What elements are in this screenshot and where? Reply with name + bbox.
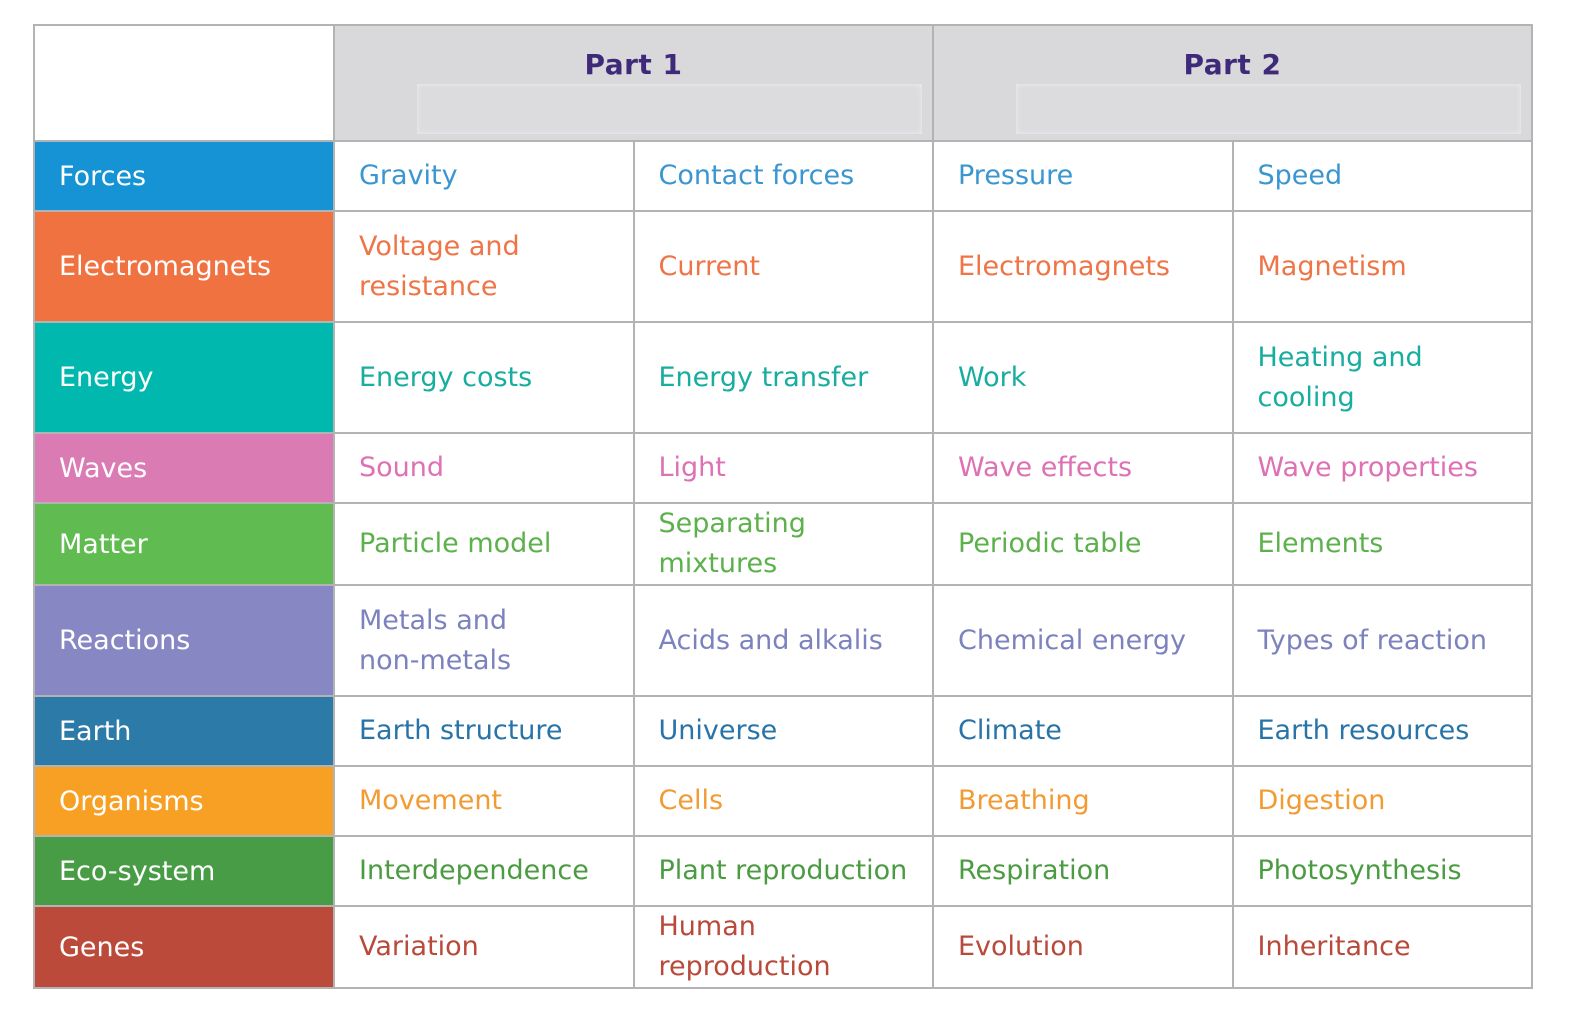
topic-cell: Eco-system [33,835,335,907]
subtopic-cell: Work [932,321,1234,434]
topic-cell: Forces [33,140,335,212]
curriculum-table: Part 1 Part 2 Forces Gravity Contact force… [33,24,1533,989]
curriculum-table-container: Part 1 Part 2 Forces Gravity Contact force… [33,24,1533,989]
subtopic-cell: Digestion [1231,765,1533,837]
subtopic-cell: Cells [632,765,934,837]
subtopic-cell: Metals and non-metals [333,584,635,697]
topic-cell: Waves [33,432,335,504]
subtopic-cell: Current [632,210,934,323]
subtopic-cell: Electromagnets [932,210,1234,323]
subtopic-cell: Particle model [333,502,635,586]
table-row: Waves Sound Light Wave effects Wave properti… [33,432,1533,504]
part2-header: Part 2 [932,24,1533,142]
subtopic-cell: Breathing [932,765,1234,837]
table-row: Earth Earth structure Universe Climate Earth… [33,695,1533,767]
subtopic-cell: Climate [932,695,1234,767]
topic-cell: Electromagnets [33,210,335,323]
topic-cell: Matter [33,502,335,586]
subtopic-cell: Separating mixtures [632,502,934,586]
header-row: Part 1 Part 2 [33,24,1533,142]
topic-cell: Genes [33,905,335,989]
part1-header: Part 1 [333,24,934,142]
topic-cell: Organisms [33,765,335,837]
subtopic-cell: Universe [632,695,934,767]
topic-cell: Reactions [33,584,335,697]
subtopic-cell: Earth resources [1231,695,1533,767]
subtopic-cell: Movement [333,765,635,837]
table-row: Genes Variation Human reproduction Evolutio… [33,905,1533,989]
subtopic-cell: Gravity [333,140,635,212]
subtopic-cell: Contact forces [632,140,934,212]
subtopic-cell: Photosynthesis [1231,835,1533,907]
table-row: Energy Energy costs Energy transfer Work Hea… [33,321,1533,434]
subtopic-cell: Energy transfer [632,321,934,434]
subtopic-cell: Wave properties [1231,432,1533,504]
part1-shade [417,84,922,134]
subtopic-cell: Heating and cooling [1231,321,1533,434]
table-row: Matter Particle model Separating mixtures P… [33,502,1533,586]
subtopic-cell: Human reproduction [632,905,934,989]
subtopic-cell: Periodic table [932,502,1234,586]
part2-shade [1016,84,1521,134]
subtopic-cell: Plant reproduction [632,835,934,907]
subtopic-cell: Types of reaction [1231,584,1533,697]
subtopic-cell: Interdependence [333,835,635,907]
part2-label: Part 2 [1183,48,1282,81]
table-row: Forces Gravity Contact forces Pressure Speed [33,140,1533,212]
table-row: Electromagnets Voltage and resistance Curr… [33,210,1533,323]
subtopic-cell: Energy costs [333,321,635,434]
topic-cell: Energy [33,321,335,434]
subtopic-cell: Speed [1231,140,1533,212]
subtopic-cell: Pressure [932,140,1234,212]
subtopic-cell: Inheritance [1231,905,1533,989]
topic-cell: Earth [33,695,335,767]
subtopic-cell: Chemical energy [932,584,1234,697]
table-row: Reactions Metals and non-metals Acids and … [33,584,1533,697]
table-row: Eco-system Interdependence Plant reproduct… [33,835,1533,907]
subtopic-cell: Acids and alkalis [632,584,934,697]
table-row: Organisms Movement Cells Breathing Digestion [33,765,1533,837]
subtopic-cell: Sound [333,432,635,504]
corner-cell [33,24,335,142]
subtopic-cell: Variation [333,905,635,989]
subtopic-cell: Magnetism [1231,210,1533,323]
subtopic-cell: Voltage and resistance [333,210,635,323]
subtopic-cell: Light [632,432,934,504]
subtopic-cell: Earth structure [333,695,635,767]
subtopic-cell: Wave effects [932,432,1234,504]
part1-label: Part 1 [584,48,683,81]
subtopic-cell: Respiration [932,835,1234,907]
subtopic-cell: Elements [1231,502,1533,586]
subtopic-cell: Evolution [932,905,1234,989]
